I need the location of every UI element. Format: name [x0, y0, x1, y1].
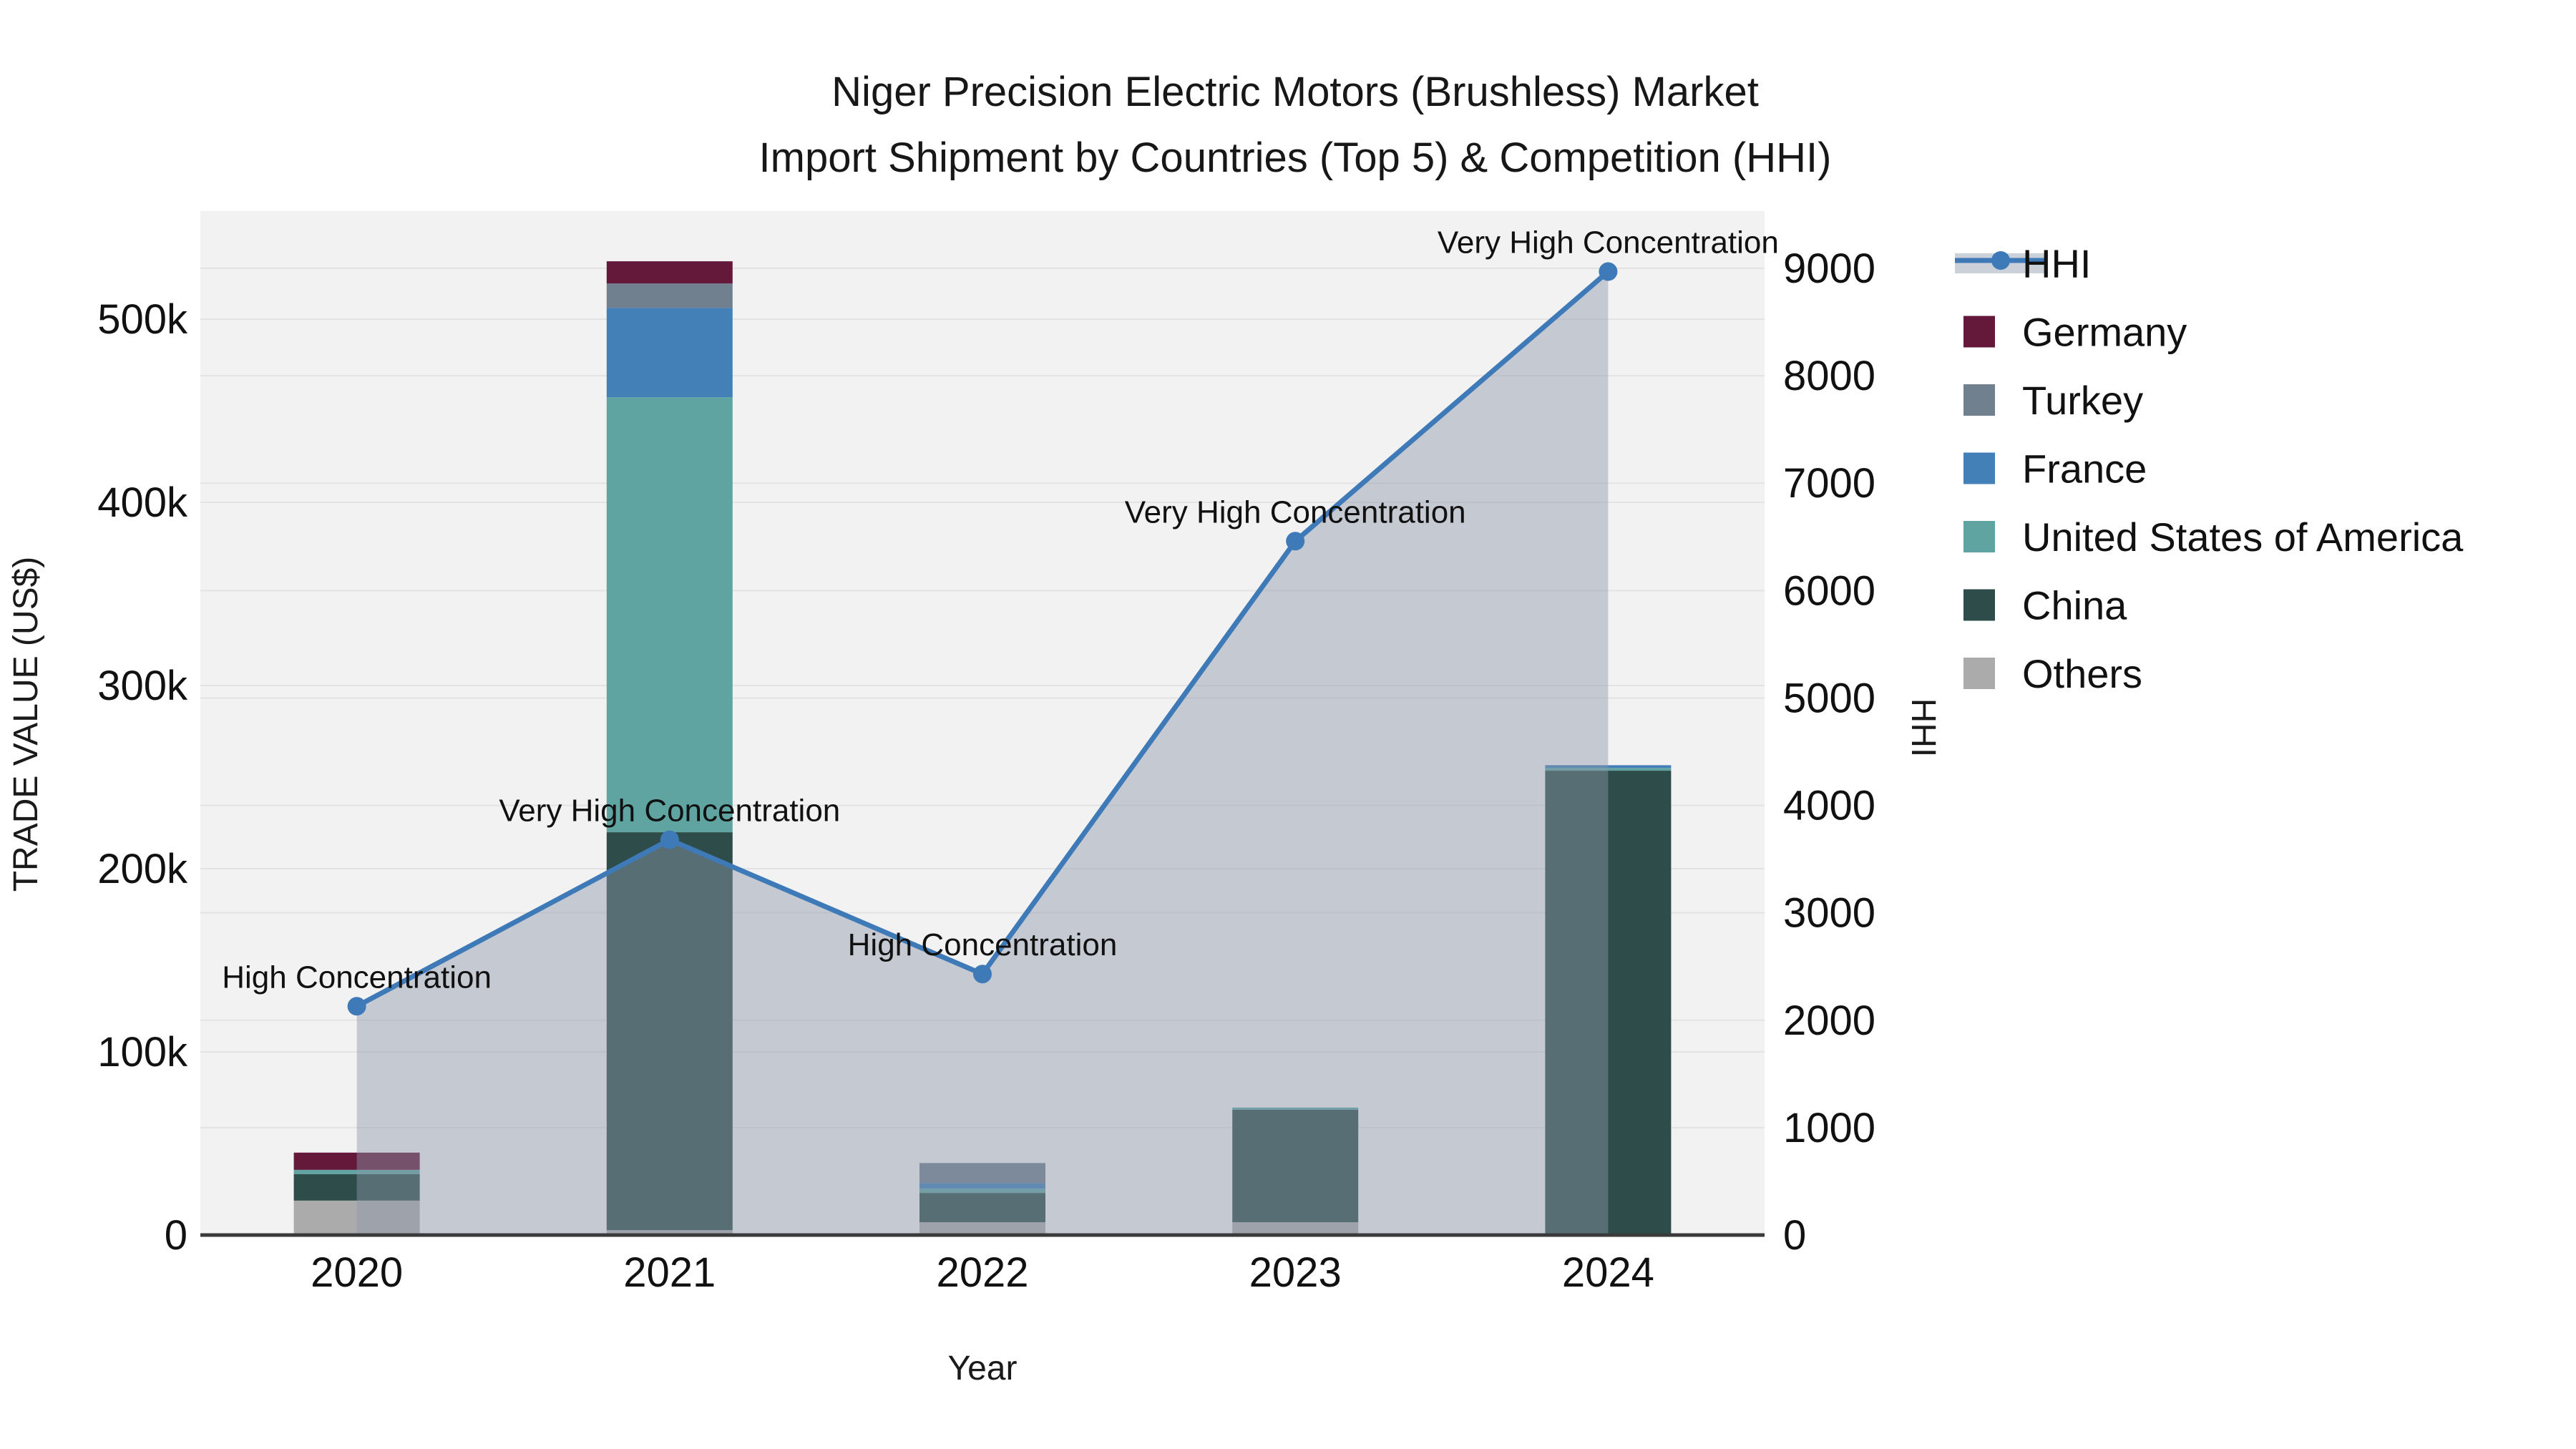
y-right-tick-3000: 3000: [1783, 890, 1875, 937]
legend-item-others[interactable]: Others: [1963, 651, 2142, 696]
y-left-tick-300k: 300k: [97, 663, 188, 709]
chart-title-line1: Niger Precision Electric Motors (Brushle…: [831, 69, 1759, 115]
bar-segment-turkey-2022[interactable]: [919, 1163, 1045, 1184]
y-right-tick-5000: 5000: [1783, 675, 1875, 721]
y-left-tick-400k: 400k: [97, 479, 188, 526]
legend-label: Germany: [2022, 310, 2187, 355]
x-tick-2022: 2022: [936, 1249, 1028, 1296]
bar-segment-others-2020[interactable]: [293, 1200, 420, 1235]
legend-label: Others: [2022, 651, 2142, 696]
hhi-point-2020[interactable]: [347, 997, 366, 1016]
y-right-tick-4000: 4000: [1783, 783, 1875, 829]
legend-label: China: [2022, 583, 2127, 628]
legend-label: United States of America: [2022, 514, 2464, 560]
hhi-point-2023[interactable]: [1286, 532, 1305, 551]
legend-item-china[interactable]: China: [1963, 583, 2127, 628]
hhi-area-fill: [356, 271, 1609, 1236]
annotation-2021: Very High Concentration: [499, 794, 840, 829]
y-left-axis-title: TRADE VALUE (US$): [7, 557, 45, 892]
legend-item-germany[interactable]: Germany: [1963, 310, 2187, 355]
legend-swatch-france: [1963, 452, 1995, 484]
bar-segment-china-2022[interactable]: [919, 1193, 1045, 1223]
annotation-2022: High Concentration: [848, 927, 1118, 962]
x-tick-2020: 2020: [311, 1249, 403, 1296]
y-left-tick-100k: 100k: [97, 1029, 188, 1075]
y-right-tick-8000: 8000: [1783, 353, 1875, 399]
bar-segment-france-2021[interactable]: [606, 308, 733, 398]
bar-segment-others-2023[interactable]: [1232, 1222, 1359, 1235]
y-right-tick-6000: 6000: [1783, 567, 1875, 614]
legend-item-united-states-of-america[interactable]: United States of America: [1963, 514, 2464, 560]
bar-segment-others-2022[interactable]: [919, 1222, 1045, 1235]
annotation-2024: Very High Concentration: [1438, 225, 1779, 260]
y-right-tick-7000: 7000: [1783, 460, 1875, 507]
legend-label: HHI: [2022, 241, 2091, 286]
y-right-tick-0: 0: [1783, 1212, 1806, 1259]
legend-swatch-germany: [1963, 316, 1995, 348]
hhi-point-2022[interactable]: [973, 965, 992, 984]
chart-title-line2: Import Shipment by Countries (Top 5) & C…: [759, 135, 1832, 181]
bar-segment-united-states-of-america-2024[interactable]: [1545, 768, 1672, 771]
y-right-tick-9000: 9000: [1783, 245, 1875, 292]
bar-segment-china-2023[interactable]: [1232, 1109, 1359, 1223]
legend-label: France: [2022, 447, 2147, 492]
y-right-tick-2000: 2000: [1783, 997, 1875, 1044]
legend-swatch-turkey: [1963, 384, 1995, 416]
bar-segment-turkey-2021[interactable]: [606, 283, 733, 308]
legend-hhi-marker-sample: [1991, 251, 2010, 270]
bar-segment-united-states-of-america-2021[interactable]: [606, 397, 733, 833]
y-right-tick-1000: 1000: [1783, 1105, 1875, 1151]
legend-swatch-united-states-of-america: [1963, 521, 1995, 552]
bar-segment-china-2021[interactable]: [606, 832, 733, 1231]
bar-segment-china-2020[interactable]: [293, 1174, 420, 1201]
x-tick-2021: 2021: [623, 1249, 716, 1296]
x-tick-2023: 2023: [1249, 1249, 1342, 1296]
legend-item-hhi[interactable]: HHI: [1955, 241, 2091, 286]
y-right-axis-title: HHI: [1904, 698, 1942, 758]
y-left-tick-0: 0: [165, 1212, 187, 1259]
bar-segment-france-2022[interactable]: [919, 1183, 1045, 1189]
legend-swatch-china: [1963, 589, 1995, 621]
bar-segment-united-states-of-america-2020[interactable]: [293, 1169, 420, 1174]
plot-area: [200, 211, 1765, 1235]
hhi-point-2021[interactable]: [660, 830, 679, 849]
y-left-tick-200k: 200k: [97, 846, 188, 892]
bar-segment-germany-2021[interactable]: [606, 261, 733, 284]
bar-segment-united-states-of-america-2022[interactable]: [919, 1189, 1045, 1194]
legend-item-turkey[interactable]: Turkey: [1963, 378, 2143, 423]
legend: HHI Germany Turkey France United States of A…: [1955, 241, 2464, 696]
y-left-tick-500k: 500k: [97, 296, 188, 343]
bar-segment-germany-2020[interactable]: [293, 1152, 420, 1170]
hhi-point-2024[interactable]: [1599, 262, 1618, 281]
bar-segment-france-2024[interactable]: [1545, 765, 1672, 769]
legend-label: Turkey: [2022, 378, 2143, 423]
bar-segment-china-2024[interactable]: [1545, 771, 1672, 1235]
annotation-2020: High Concentration: [222, 960, 492, 995]
legend-swatch-others: [1963, 658, 1995, 689]
x-axis-title: Year: [948, 1350, 1018, 1387]
x-tick-2024: 2024: [1562, 1249, 1654, 1296]
bar-segment-united-states-of-america-2023[interactable]: [1232, 1107, 1359, 1110]
legend-item-france[interactable]: France: [1963, 447, 2147, 492]
annotation-2023: Very High Concentration: [1125, 494, 1466, 530]
bar-segment-others-2021[interactable]: [606, 1230, 733, 1235]
